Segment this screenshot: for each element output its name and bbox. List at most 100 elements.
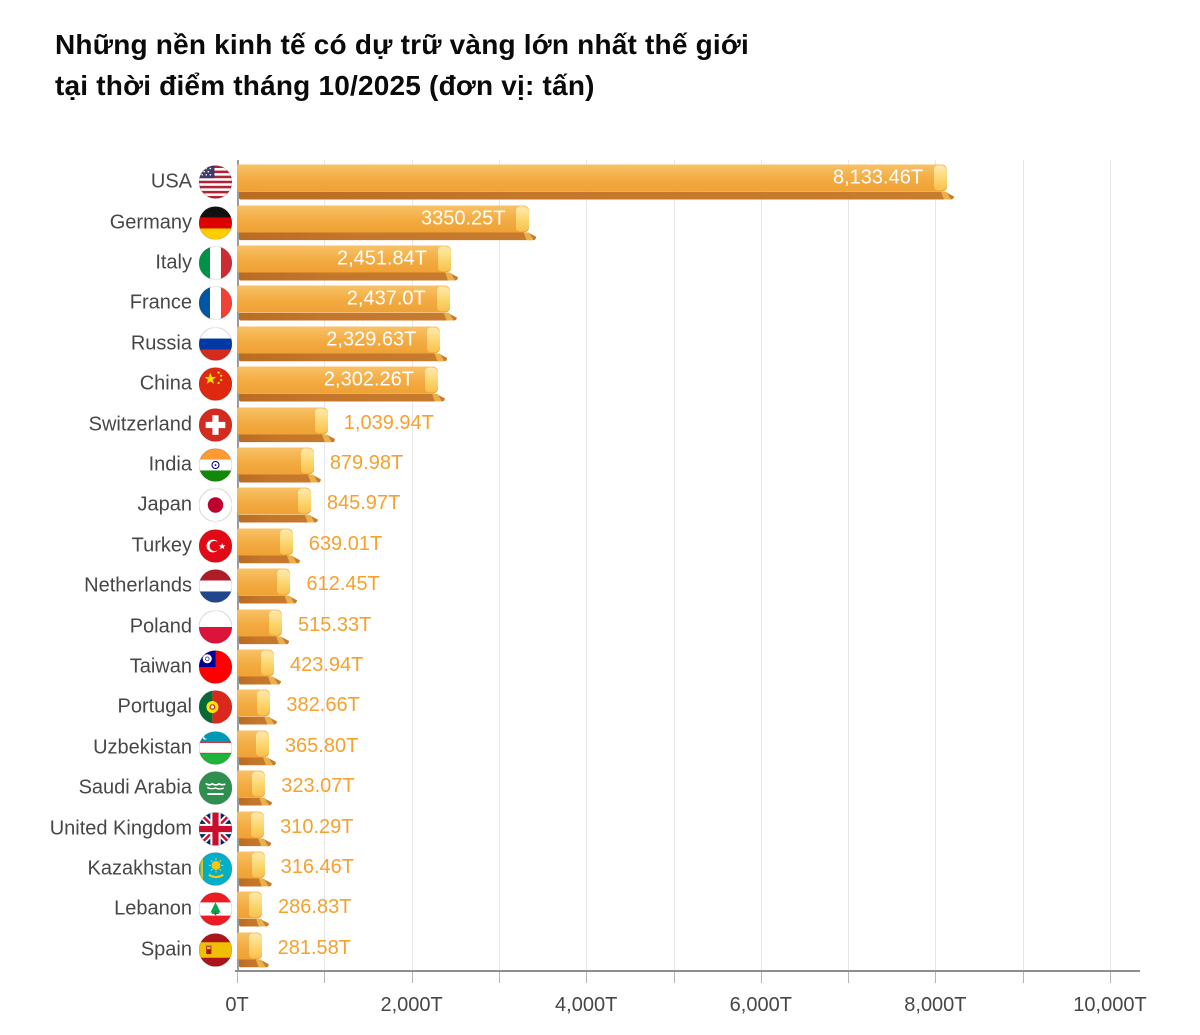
country-label: China — [139, 372, 192, 395]
chart-row: Spain 281.58T — [0, 930, 1200, 970]
gold-bar-bevel-shine — [434, 353, 445, 362]
gold-bar-end-cap — [248, 933, 262, 959]
gold-bar-bevel-shine — [259, 797, 270, 806]
gold-bar — [237, 407, 338, 443]
gold-bar-bevel-shine — [262, 757, 273, 766]
chart-row: Lebanon 286.83T — [0, 889, 1200, 929]
gold-bar-end-cap — [300, 448, 314, 474]
x-axis-tick-label: 8,000T — [904, 994, 967, 1016]
gold-bar-end-cap — [268, 610, 282, 636]
country-label: Russia — [130, 332, 192, 355]
gold-bar-bevel-shine — [258, 838, 269, 847]
x-axis-tick — [498, 972, 500, 983]
gold-bar-bevel-shine — [307, 474, 318, 483]
chart-row: Saudi Arabia 323.07T — [0, 768, 1200, 808]
country-label: India — [148, 453, 192, 476]
chart-title-line2: tại thời điểm tháng 10/2025 (đơn vị: tấn… — [55, 70, 595, 102]
x-axis-tick — [760, 972, 762, 983]
gold-bar-bevel — [239, 394, 445, 402]
gold-bar: 2,302.26T — [237, 366, 448, 402]
gold-bar-bevel — [239, 636, 289, 644]
gold-bar — [237, 730, 279, 766]
value-label: 879.98T — [329, 451, 404, 474]
gold-bar-face — [237, 205, 530, 233]
x-axis-line — [235, 970, 1140, 972]
x-axis-tick-label: 2,000T — [380, 994, 443, 1016]
value-label: 612.45T — [306, 573, 380, 596]
chart-row: USA 8,133.46T — [0, 162, 1200, 202]
gold-bar-end-cap — [438, 246, 452, 272]
chart-row: Switzerland 1,039.94T — [0, 404, 1200, 444]
france-flag-icon — [199, 286, 232, 320]
x-axis-tick — [673, 972, 675, 983]
gold-bar-bevel-shine — [321, 434, 332, 443]
chart-row: Netherlands 612.45T — [0, 566, 1200, 606]
value-label: 2,329.63T — [326, 328, 417, 351]
country-label: Italy — [155, 251, 192, 274]
value-label: 8,133.46T — [832, 166, 924, 189]
netherlands-flag-icon — [199, 569, 232, 603]
spain-flag-icon — [199, 933, 232, 967]
gold-bar-bevel-shine — [304, 514, 315, 523]
gridline — [324, 160, 326, 970]
gold-bar — [237, 568, 300, 604]
gold-bar-bevel-shine — [256, 918, 267, 927]
kazakhstan-flag-icon — [199, 852, 232, 886]
gridline — [1022, 160, 1024, 970]
gold-bar-bevel — [239, 798, 272, 806]
gold-bar-bevel-shine — [284, 595, 295, 604]
x-axis-tick — [237, 972, 238, 983]
gold-bar-face — [237, 245, 452, 273]
india-flag-icon — [199, 448, 232, 482]
chart-row: Kazakhstan 316.46T — [0, 849, 1200, 889]
gridline — [673, 160, 675, 970]
gold-bar-end-cap — [255, 731, 269, 757]
saudi-arabia-flag-icon — [199, 771, 232, 805]
gold-bar-bevel-shine — [443, 312, 454, 321]
germany-flag-icon — [199, 206, 232, 240]
country-label: Lebanon — [114, 897, 192, 920]
taiwan-flag-icon — [199, 650, 232, 684]
gold-bar-face — [237, 285, 450, 313]
japan-flag-icon — [199, 488, 232, 522]
gridline — [848, 160, 850, 970]
value-label: 2,451.84T — [336, 247, 428, 270]
x-axis-tick — [1022, 972, 1024, 983]
gold-bar-bevel — [239, 353, 447, 361]
x-axis-tick — [935, 972, 937, 983]
chart-rows: USA 8,133.46T Germany 3350.25T Italy 2,451.84… — [0, 162, 1200, 970]
gold-bar — [237, 770, 275, 806]
x-axis-tick — [1110, 972, 1111, 983]
gold-bar-end-cap — [314, 408, 328, 434]
gold-bar-bevel-shine — [445, 272, 456, 281]
gold-bar-bevel-shine — [431, 393, 442, 402]
x-axis-tick-label: 0T — [225, 994, 249, 1016]
value-label: 281.58T — [277, 936, 351, 959]
gold-bar: 2,329.63T — [237, 326, 450, 362]
gold-bar-bevel — [239, 838, 271, 846]
chart-row: Japan 845.97T — [0, 485, 1200, 525]
gold-bar — [237, 649, 284, 685]
chart-row: Taiwan 423.94T — [0, 647, 1200, 687]
gold-bar-face — [237, 366, 438, 394]
gold-bar-bevel-shine — [275, 636, 286, 645]
country-label: Portugal — [117, 695, 193, 718]
gold-bar-bevel — [239, 717, 277, 725]
country-label: USA — [150, 170, 192, 193]
gold-bar-bevel-shine — [264, 716, 275, 725]
chart-row: China 2,302.26T — [0, 364, 1200, 404]
gridline — [586, 160, 588, 970]
switzerland-flag-icon — [199, 408, 232, 442]
gold-bar-bevel — [239, 434, 335, 442]
gridline — [411, 160, 413, 970]
gridline — [1110, 160, 1111, 970]
value-label: 845.97T — [326, 492, 401, 515]
chart-row: Uzbekistan 365.80T — [0, 728, 1200, 768]
value-label: 310.29T — [280, 815, 354, 838]
gold-bar-bevel — [239, 596, 297, 604]
gold-bar — [237, 447, 324, 483]
gridline — [498, 160, 500, 970]
country-label: Kazakhstan — [87, 857, 192, 880]
